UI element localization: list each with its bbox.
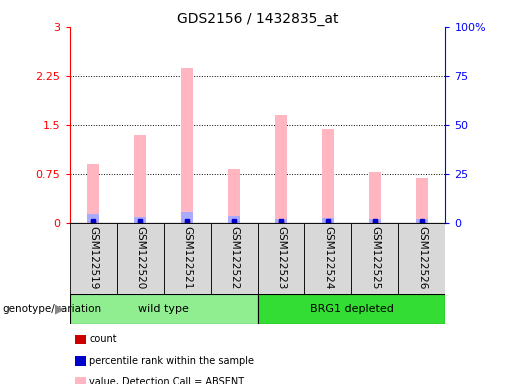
Text: ▶: ▶ <box>55 303 64 316</box>
Bar <box>87 214 99 223</box>
Bar <box>369 220 381 223</box>
Bar <box>275 219 287 223</box>
Bar <box>369 172 381 223</box>
Bar <box>352 223 399 294</box>
Text: GSM122523: GSM122523 <box>276 226 286 290</box>
Text: GSM122522: GSM122522 <box>229 226 239 290</box>
Bar <box>228 216 240 223</box>
Text: GSM122521: GSM122521 <box>182 226 192 290</box>
Bar <box>134 135 146 223</box>
Text: BRG1 depleted: BRG1 depleted <box>310 304 393 314</box>
Bar <box>164 223 211 294</box>
Bar <box>181 68 193 223</box>
Bar <box>322 129 334 223</box>
Bar <box>322 218 334 223</box>
Bar <box>211 223 258 294</box>
Text: GSM122519: GSM122519 <box>88 226 98 290</box>
Text: GSM122526: GSM122526 <box>417 226 427 290</box>
Bar <box>70 223 116 294</box>
Bar <box>70 295 258 324</box>
Bar <box>416 219 428 223</box>
Bar <box>228 169 240 223</box>
Text: value, Detection Call = ABSENT: value, Detection Call = ABSENT <box>89 377 244 384</box>
Bar <box>258 223 304 294</box>
Bar <box>134 217 146 223</box>
Text: GSM122524: GSM122524 <box>323 226 333 290</box>
Bar <box>304 223 352 294</box>
Bar <box>181 212 193 223</box>
Text: wild type: wild type <box>138 304 189 314</box>
Bar <box>416 178 428 223</box>
Text: GSM122525: GSM122525 <box>370 226 380 290</box>
Text: percentile rank within the sample: percentile rank within the sample <box>89 356 254 366</box>
Text: count: count <box>89 334 117 344</box>
Title: GDS2156 / 1432835_at: GDS2156 / 1432835_at <box>177 12 338 26</box>
Bar <box>399 223 445 294</box>
Bar <box>275 115 287 223</box>
Text: GSM122520: GSM122520 <box>135 226 145 290</box>
Text: genotype/variation: genotype/variation <box>3 304 101 314</box>
Bar <box>258 295 445 324</box>
Bar <box>87 164 99 223</box>
Bar <box>116 223 164 294</box>
